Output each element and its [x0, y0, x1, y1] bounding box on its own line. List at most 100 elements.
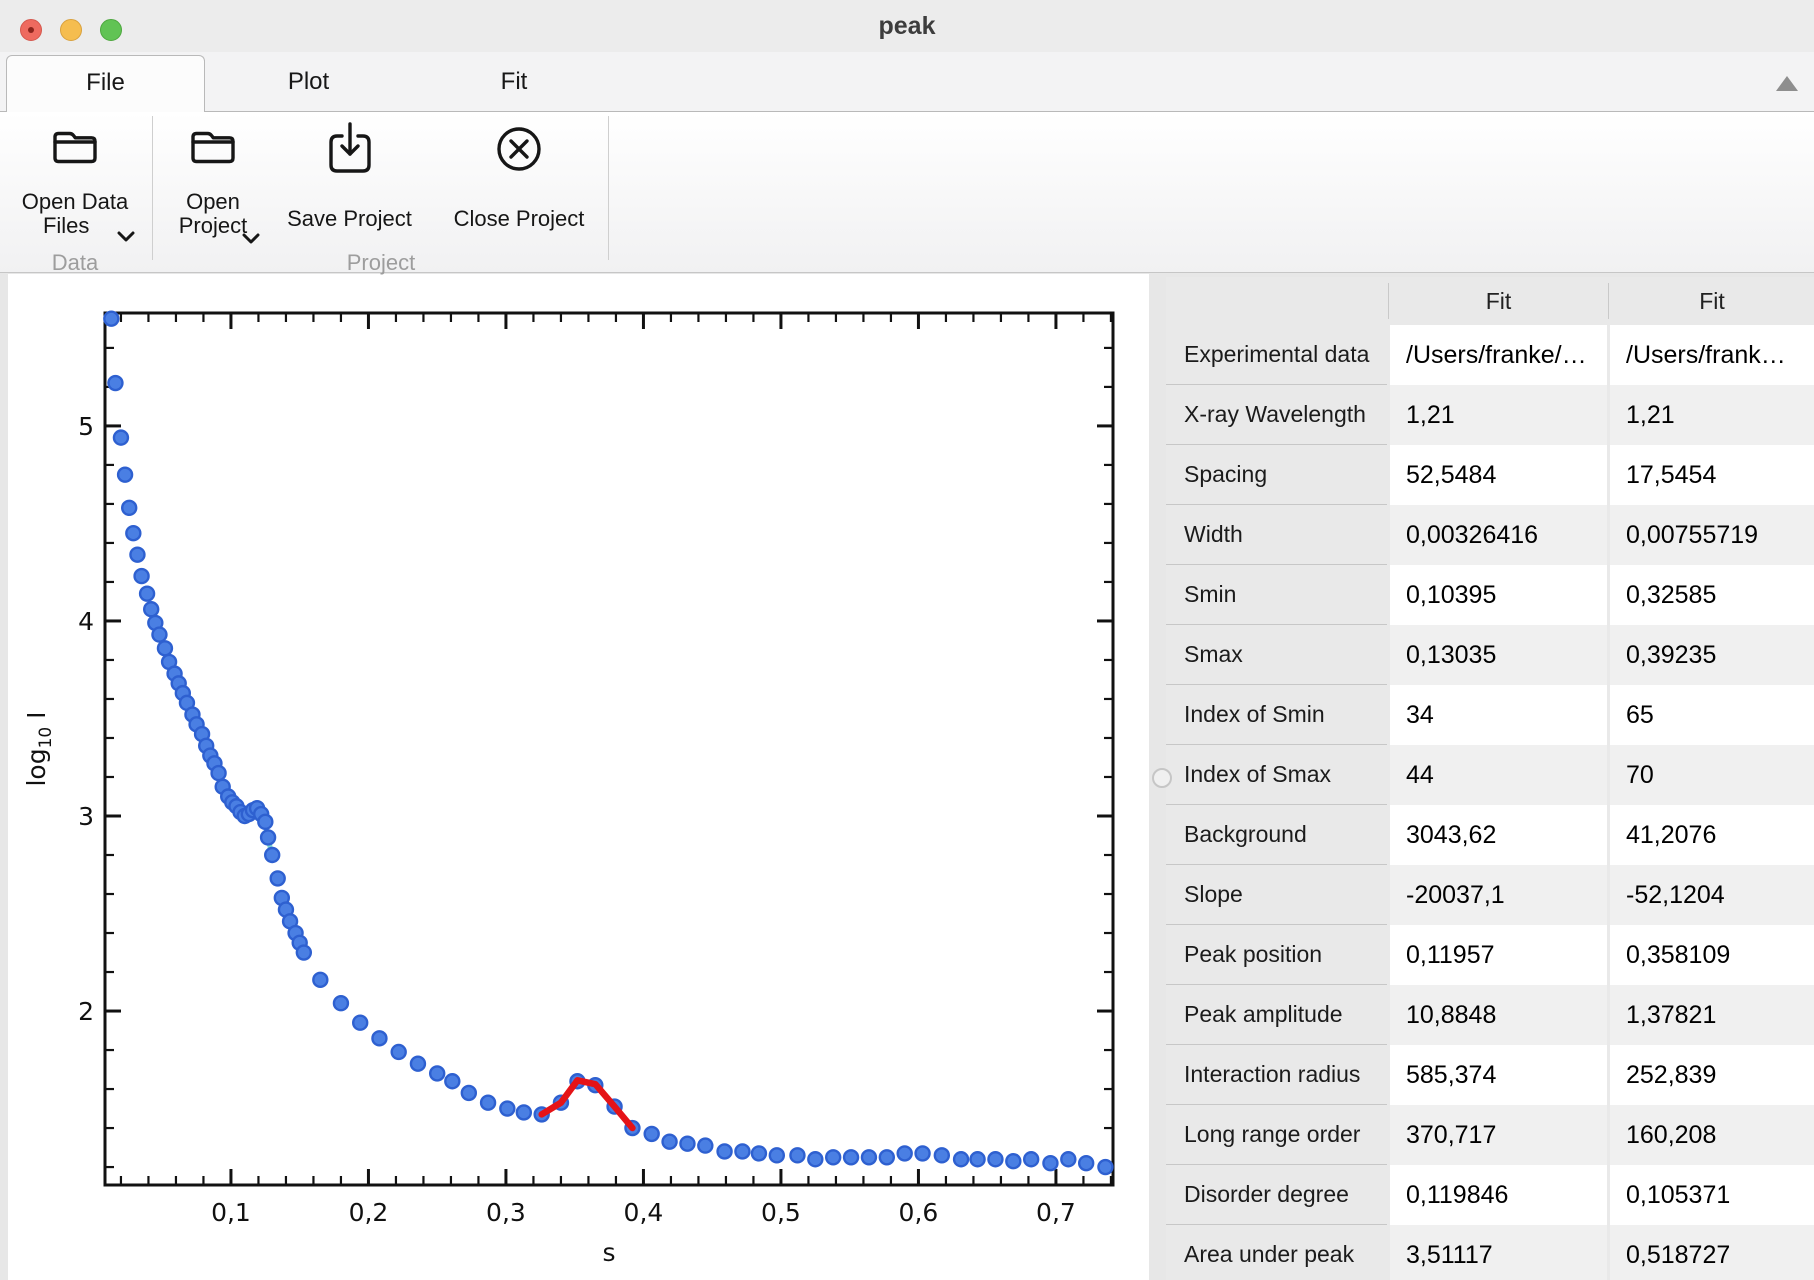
param-value-fit2[interactable]: -52,1204 — [1610, 865, 1814, 925]
x-tick-label: 0,3 — [486, 1198, 526, 1227]
x-tick-label: 0,2 — [349, 1198, 389, 1227]
param-label: Smin — [1166, 565, 1387, 625]
triangle-up-icon — [1776, 76, 1798, 91]
y-tick-label: 5 — [78, 412, 94, 441]
scatter-plot: 0,1 0,2 0,3 0,4 0,5 0,6 0,7 2 3 4 5 s log10 I — [22, 310, 1115, 1267]
param-value-fit2[interactable]: 252,839 — [1610, 1045, 1814, 1105]
save-download-icon — [282, 120, 417, 178]
folder-icon — [12, 124, 138, 170]
param-value-fit1[interactable]: 10,8848 — [1390, 985, 1607, 1045]
x-axis-label: s — [602, 1238, 615, 1267]
param-value-fit2[interactable]: 41,2076 — [1610, 805, 1814, 865]
fit-1-values-column: /Users/franke/… 1,21 52,5484 0,00326416 0,10… — [1390, 325, 1607, 1280]
param-label: Interaction radius — [1166, 1045, 1387, 1105]
param-value-fit2[interactable]: 0,358109 — [1610, 925, 1814, 985]
param-value-fit2[interactable]: 0,105371 — [1610, 1165, 1814, 1225]
param-value-fit1[interactable]: 3043,62 — [1390, 805, 1607, 865]
param-label: Index of Smin — [1166, 685, 1387, 745]
param-value-fit2[interactable]: 1,37821 — [1610, 985, 1814, 1045]
param-label: Disorder degree — [1166, 1165, 1387, 1225]
tab-fit[interactable]: Fit — [500, 68, 528, 95]
param-value-fit2[interactable]: 0,39235 — [1610, 625, 1814, 685]
param-value-fit1[interactable]: 1,21 — [1390, 385, 1607, 445]
column-header-fit-1: Fit — [1485, 288, 1512, 314]
tab-file[interactable]: File — [6, 55, 205, 112]
group-separator — [152, 116, 153, 260]
param-value-fit1[interactable]: 370,717 — [1390, 1105, 1607, 1165]
plot-frame — [103, 311, 1115, 1187]
ribbon-collapse-button[interactable] — [1772, 72, 1802, 96]
param-value-fit1[interactable]: /Users/franke/… — [1390, 325, 1607, 385]
close-window-button[interactable] — [20, 19, 42, 41]
tab-plot[interactable]: Plot — [287, 68, 330, 95]
close-project-button[interactable]: Close Project — [449, 112, 589, 252]
parameter-labels-column: Experimental data X-ray Wavelength Spacing… — [1166, 325, 1387, 1280]
param-value-fit1[interactable]: 0,119846 — [1390, 1165, 1607, 1225]
param-value-fit2[interactable]: 0,32585 — [1610, 565, 1814, 625]
param-value-fit1[interactable]: 52,5484 — [1390, 445, 1607, 505]
window-title: peak — [878, 12, 936, 40]
param-value-fit1[interactable]: 0,11957 — [1390, 925, 1607, 985]
y-tick-label: 2 — [78, 997, 94, 1026]
param-value-fit2[interactable]: /Users/frank… — [1610, 325, 1814, 385]
param-label: Experimental data — [1166, 325, 1387, 385]
param-value-fit1[interactable]: 585,374 — [1390, 1045, 1607, 1105]
param-label: X-ray Wavelength — [1166, 385, 1387, 445]
param-value-fit1[interactable]: 0,13035 — [1390, 625, 1607, 685]
y-tick-label: 4 — [78, 607, 94, 636]
ribbon-tab-bar: File Plot Fit — [0, 52, 1814, 112]
x-tick-label: 0,4 — [624, 1198, 664, 1227]
header-divider — [1608, 283, 1609, 319]
param-value-fit1[interactable]: -20037,1 — [1390, 865, 1607, 925]
param-value-fit1[interactable]: 3,51117 — [1390, 1225, 1607, 1280]
title-bar: peak — [0, 0, 1814, 53]
open-data-files-button[interactable]: Open Data Files — [12, 112, 138, 252]
param-label: Peak amplitude — [1166, 985, 1387, 1045]
x-tick-label: 0,7 — [1036, 1198, 1076, 1227]
param-value-fit1[interactable]: 0,10395 — [1390, 565, 1607, 625]
param-value-fit1[interactable]: 34 — [1390, 685, 1607, 745]
plot-canvas[interactable]: 0,1 0,2 0,3 0,4 0,5 0,6 0,7 2 3 4 5 s log10 I — [8, 274, 1149, 1280]
chevron-down-icon — [117, 230, 135, 248]
open-project-button[interactable]: Open Project — [158, 112, 268, 252]
open-project-label-line1: Open — [186, 189, 240, 214]
zoom-window-button[interactable] — [100, 19, 122, 41]
splitter-handle[interactable] — [1152, 768, 1172, 788]
fit-2-values-column: /Users/frank… 1,21 17,5454 0,00755719 0,3258… — [1610, 325, 1814, 1280]
param-label: Smax — [1166, 625, 1387, 685]
param-value-fit2[interactable]: 1,21 — [1610, 385, 1814, 445]
y-axis-label: log10 I — [22, 711, 56, 786]
open-project-label-line2: Project — [178, 213, 248, 238]
fit-parameters-table: Fit Fit Experimental data X-ray Wavelengt… — [1166, 277, 1814, 1280]
save-project-label: Save Project — [287, 206, 412, 231]
param-label: Area under peak — [1166, 1225, 1387, 1280]
open-data-files-label-line1: Open Data — [21, 189, 129, 214]
param-value-fit2[interactable]: 70 — [1610, 745, 1814, 805]
folder-icon — [158, 124, 268, 170]
axis-ticks — [105, 313, 1113, 1185]
minimize-window-button[interactable] — [60, 19, 82, 41]
param-value-fit1[interactable]: 0,00326416 — [1390, 505, 1607, 565]
open-data-files-label-line2: Files — [42, 213, 90, 238]
chevron-down-icon — [242, 232, 260, 250]
x-tick-label: 0,1 — [211, 1198, 251, 1227]
save-project-button[interactable]: Save Project — [282, 112, 417, 252]
param-value-fit2[interactable]: 17,5454 — [1610, 445, 1814, 505]
param-label: Peak position — [1166, 925, 1387, 985]
group-separator — [608, 116, 609, 260]
param-value-fit2[interactable]: 0,00755719 — [1610, 505, 1814, 565]
data-points — [103, 310, 1114, 1176]
param-value-fit2[interactable]: 65 — [1610, 685, 1814, 745]
param-value-fit2[interactable]: 160,208 — [1610, 1105, 1814, 1165]
column-header-fit-2: Fit — [1699, 288, 1725, 314]
param-label: Index of Smax — [1166, 745, 1387, 805]
ribbon-toolbar: Open Data Files Open Project — [0, 112, 1814, 275]
fit-region-high-s — [538, 1077, 636, 1132]
param-value-fit1[interactable]: 44 — [1390, 745, 1607, 805]
close-project-label: Close Project — [453, 206, 585, 231]
header-divider — [1388, 283, 1389, 319]
param-label: Spacing — [1166, 445, 1387, 505]
param-value-fit2[interactable]: 0,518727 — [1610, 1225, 1814, 1280]
group-label-data: Data — [51, 250, 99, 275]
